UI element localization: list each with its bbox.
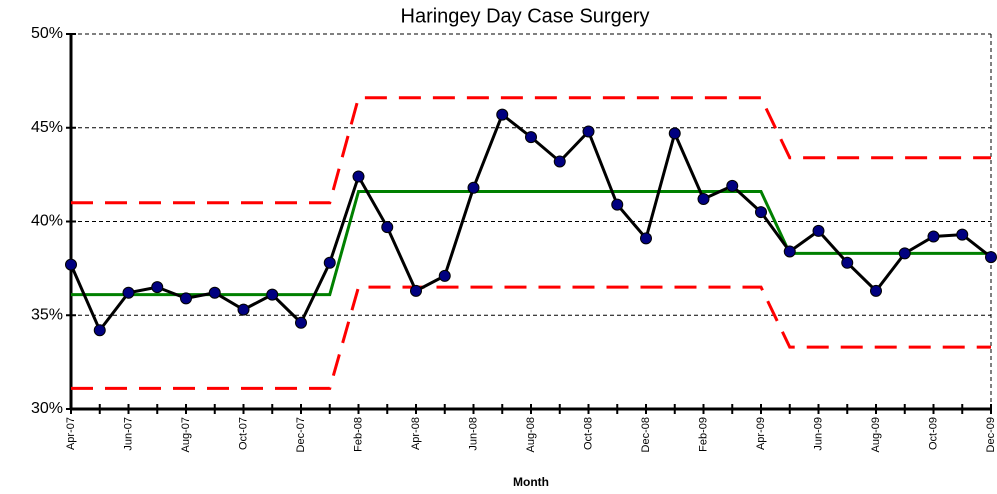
data-point	[755, 206, 767, 219]
series-line	[71, 190, 991, 297]
x-tick-label: Aug-07	[180, 417, 192, 452]
x-tick-label: Dec-09	[985, 417, 997, 452]
data-point	[438, 269, 451, 282]
data-point	[208, 286, 221, 299]
data-point	[525, 131, 537, 144]
x-tick-label: Dec-07	[295, 417, 307, 452]
data-point	[352, 170, 365, 183]
data-point	[640, 232, 652, 245]
x-tick-label: Jun-07	[122, 417, 134, 451]
data-point	[956, 228, 969, 241]
x-tick-label: Aug-08	[525, 417, 537, 452]
data-point	[841, 256, 854, 269]
data-point	[927, 230, 940, 243]
x-tick-label: Oct-07	[237, 417, 249, 450]
data-point	[381, 221, 394, 234]
x-tick-label: Feb-09	[697, 417, 709, 452]
x-tick-label: Apr-07	[65, 417, 77, 450]
data-point	[611, 198, 624, 211]
data-point	[122, 286, 135, 299]
data-point	[582, 125, 595, 138]
data-point	[870, 284, 882, 297]
y-tick-label: 35%	[31, 306, 63, 323]
data-point	[496, 108, 509, 121]
data-point	[93, 324, 106, 337]
data-point	[726, 179, 739, 192]
series-line	[69, 112, 992, 334]
data-point	[812, 224, 825, 237]
data-point	[553, 155, 566, 168]
data-point	[668, 127, 681, 140]
data-point	[323, 256, 336, 269]
x-tick-label: Apr-09	[755, 417, 767, 450]
data-point	[151, 281, 164, 294]
data-point	[783, 245, 796, 258]
x-tick-label: Dec-08	[640, 417, 652, 452]
data-point	[180, 292, 192, 305]
x-tick-label: Jun-09	[812, 417, 824, 451]
data-point	[697, 193, 710, 205]
y-tick-label: 45%	[31, 119, 63, 136]
data-point	[467, 181, 480, 194]
x-axis-title: Month	[513, 475, 549, 489]
series-line	[71, 96, 991, 205]
y-tick-label: 40%	[31, 213, 63, 230]
data-point	[898, 247, 911, 260]
data-point	[237, 303, 250, 316]
data-point	[266, 288, 279, 301]
x-tick-label: Aug-09	[870, 417, 882, 452]
data-point	[985, 251, 997, 264]
x-tick-label: Apr-08	[410, 417, 422, 450]
x-tick-label: Oct-09	[927, 417, 939, 450]
y-tick-label: 30%	[31, 400, 63, 417]
data-point	[295, 316, 307, 329]
x-tick-label: Jun-08	[467, 417, 479, 451]
x-tick-label: Feb-08	[352, 417, 364, 452]
data-point	[410, 284, 422, 297]
x-tick-label: Oct-08	[582, 417, 594, 450]
data-point	[65, 258, 77, 271]
chart-title: Haringey Day Case Surgery	[401, 5, 650, 27]
y-tick-label: 50%	[31, 25, 63, 42]
series-line	[71, 285, 991, 390]
